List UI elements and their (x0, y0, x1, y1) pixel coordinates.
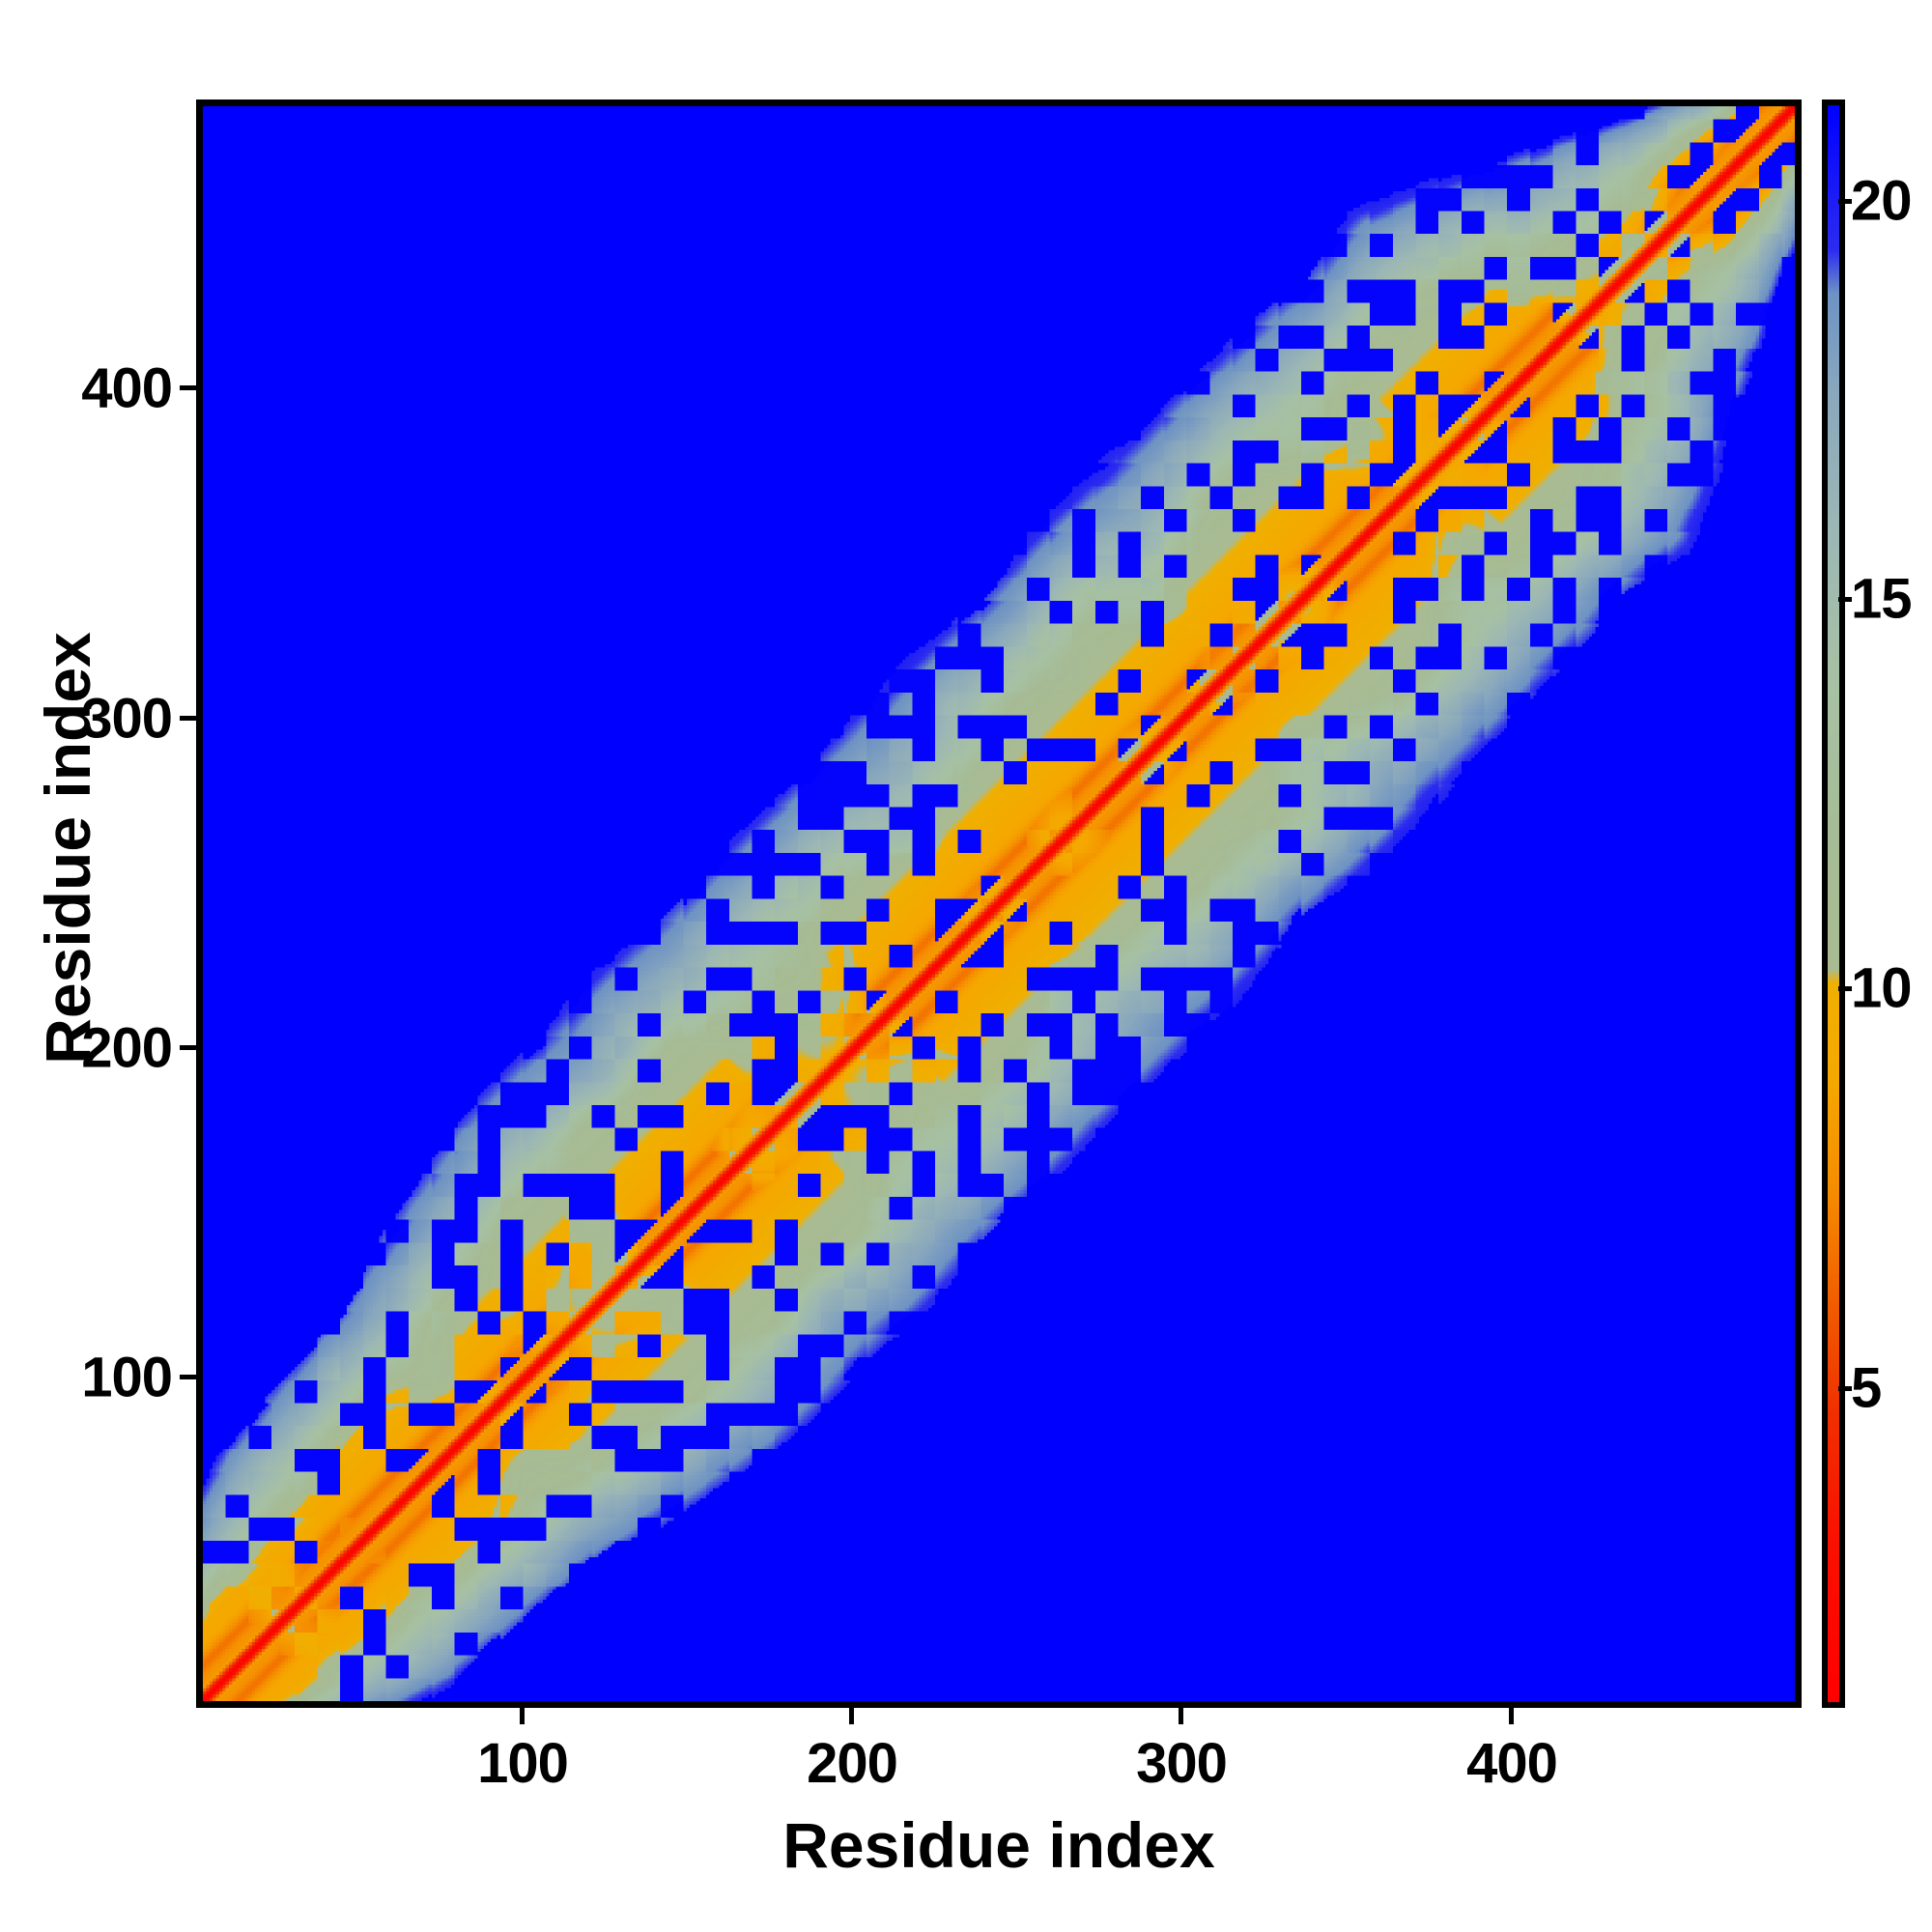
colorbar[interactable] (1822, 99, 1845, 1708)
x-tick-100 (520, 1708, 525, 1724)
y-tick-label-400: 400 (81, 356, 173, 420)
y-tick-label-200: 200 (81, 1016, 173, 1080)
colorbar-tick-20 (1838, 199, 1852, 204)
y-tick-300 (180, 716, 196, 721)
colorbar-tick-15 (1838, 597, 1852, 602)
x-tick-label-300: 300 (1136, 1732, 1228, 1795)
distance-map-canvas (203, 106, 1795, 1701)
x-tick-400 (1509, 1708, 1514, 1724)
y-tick-400 (180, 385, 196, 390)
x-tick-label-100: 100 (477, 1732, 569, 1795)
x-axis-title: Residue index (782, 1809, 1215, 1881)
x-tick-200 (849, 1708, 854, 1724)
colorbar-tick-10 (1838, 986, 1852, 991)
colorbar-gradient (1828, 105, 1839, 1702)
colorbar-tick-5 (1838, 1386, 1852, 1391)
colorbar-label-5: 5 (1851, 1356, 1882, 1420)
colorbar-label-10: 10 (1851, 956, 1913, 1020)
x-tick-label-200: 200 (807, 1732, 898, 1795)
heatmap-plot-area[interactable] (196, 99, 1802, 1708)
colorbar-label-20: 20 (1851, 169, 1913, 233)
y-tick-label-100: 100 (81, 1346, 173, 1409)
y-axis-title: Residue index (32, 632, 103, 1065)
y-tick-200 (180, 1045, 196, 1050)
x-tick-label-400: 400 (1466, 1732, 1558, 1795)
y-tick-label-300: 300 (81, 687, 173, 751)
colorbar-label-15: 15 (1851, 567, 1913, 631)
x-tick-300 (1179, 1708, 1183, 1724)
y-tick-100 (180, 1375, 196, 1379)
